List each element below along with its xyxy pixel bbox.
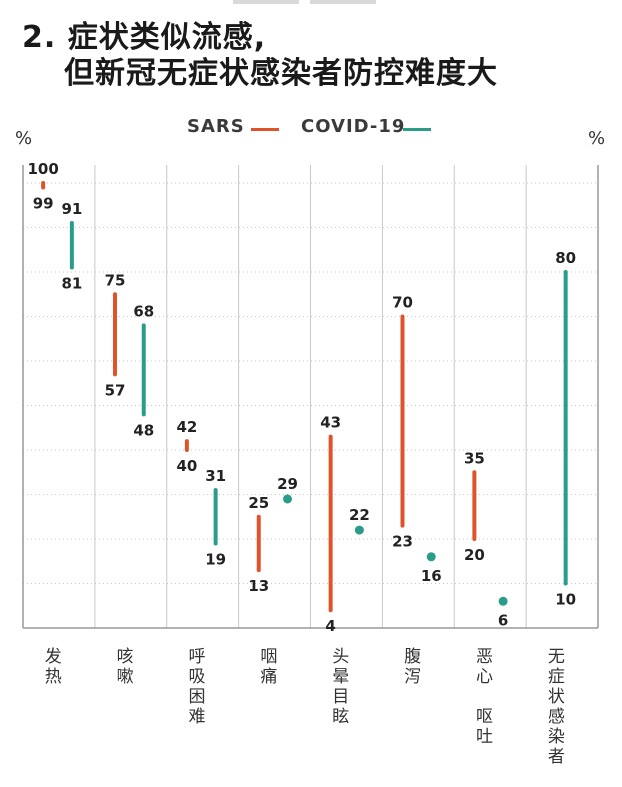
category-label: 恶 [476, 647, 493, 667]
data-label: 42 [176, 418, 197, 436]
category-label: 症 [548, 667, 565, 687]
category-label: 状 [548, 687, 565, 707]
covid-point [426, 552, 436, 562]
y-unit-right: % [588, 128, 606, 149]
data-label: 19 [205, 550, 226, 568]
data-label: 70 [392, 294, 413, 312]
legend-label-covid: COVID-19 [301, 116, 406, 137]
title-line-2: 但新冠无症状感染者防控难度大 [64, 56, 498, 91]
category-label: 咳 [117, 647, 134, 667]
legend-label-sars: SARS [187, 116, 245, 137]
category-label: 晕 [332, 667, 349, 687]
category-label: 咽 [260, 647, 277, 667]
data-label: 40 [176, 457, 197, 475]
category-label: 头 [332, 647, 349, 667]
data-label: 68 [133, 302, 154, 320]
data-label: 25 [248, 494, 269, 512]
category-label: 染 [548, 727, 565, 747]
data-label: 48 [133, 421, 154, 439]
y-unit-left: % [15, 128, 33, 149]
covid-point [354, 525, 364, 535]
legend-swatch-covid [403, 128, 431, 131]
data-label: 4 [325, 617, 335, 635]
category-label: 痛 [260, 667, 277, 687]
category-label: 热 [45, 667, 62, 687]
data-label: 22 [349, 506, 370, 524]
tab-indicator [233, 0, 299, 4]
data-label: 29 [277, 475, 298, 493]
data-label: 13 [248, 577, 269, 595]
legend: SARS COVID-19 [0, 116, 622, 140]
legend-swatch-sars [251, 128, 279, 131]
data-label: 91 [61, 200, 82, 218]
tab-indicator [310, 0, 376, 4]
category-label: 难 [188, 707, 205, 727]
category-label: 吸 [188, 667, 205, 687]
data-label: 75 [105, 271, 126, 289]
top-tabs [0, 0, 622, 8]
category-label: 心 [476, 667, 493, 687]
category-label: 者 [548, 747, 565, 767]
title-line-1: 2. 症状类似流感, [22, 20, 267, 55]
chart-title: 2. 症状类似流感, 但新冠无症状感染者防控难度大 [22, 20, 498, 92]
data-label: 6 [498, 611, 508, 629]
category-label: 无 [548, 647, 565, 667]
category-label: 困 [188, 687, 205, 707]
data-label: 16 [421, 567, 442, 585]
covid-point [283, 494, 292, 504]
covid-point [498, 596, 508, 606]
data-label: 80 [555, 249, 576, 267]
data-label: 23 [392, 533, 413, 551]
data-label: 20 [464, 546, 485, 564]
data-label: 35 [464, 449, 485, 467]
category-label: 呕 [476, 707, 493, 727]
data-label: 31 [205, 467, 226, 485]
category-label: 眩 [332, 707, 349, 727]
data-label: 57 [105, 381, 126, 399]
category-label: 嗽 [117, 667, 134, 687]
category-label: 腹 [404, 647, 421, 667]
category-label: 目 [332, 687, 349, 707]
category-label: 呼 [188, 647, 205, 667]
category-label: 发 [45, 647, 62, 667]
category-label: 感 [548, 707, 565, 727]
category-label: 吐 [476, 727, 493, 747]
data-label: 100 [27, 160, 58, 178]
data-label: 99 [33, 194, 54, 212]
data-label: 81 [61, 275, 82, 293]
category-label: 泻 [404, 667, 421, 687]
data-label: 10 [555, 591, 576, 609]
data-label: 43 [320, 414, 341, 432]
